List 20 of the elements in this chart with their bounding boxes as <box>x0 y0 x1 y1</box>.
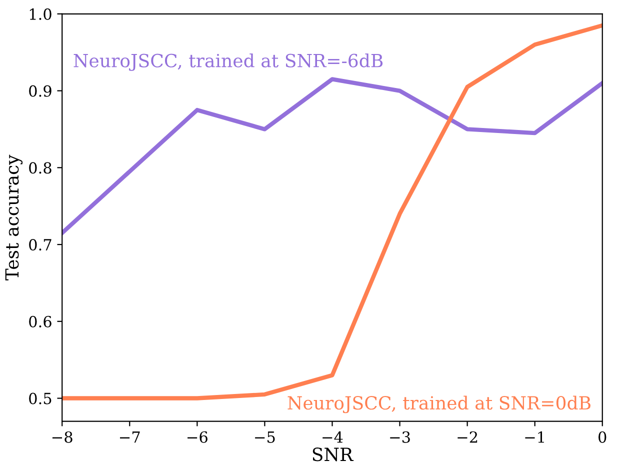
x-tick-label: −6 <box>188 431 208 443</box>
series-label: NeuroJSCC, trained at SNR=-6dB <box>74 53 383 71</box>
y-tick-label: 0.5 <box>29 392 52 404</box>
x-tick-label: −4 <box>322 431 343 443</box>
y-tick-label: 1.0 <box>30 8 52 20</box>
x-axis-title: SNR <box>312 448 354 462</box>
x-tick-label: −2 <box>458 431 478 443</box>
series-label: NeuroJSCC, trained at SNR=0dB <box>288 396 590 414</box>
y-tick-label: 0.8 <box>29 162 52 174</box>
x-tick-label: −8 <box>52 431 72 443</box>
x-tick-label: −7 <box>120 432 140 443</box>
x-tick-label: −3 <box>390 431 410 443</box>
y-tick-label: 0.7 <box>29 238 52 251</box>
x-tick-label: 0 <box>598 431 606 443</box>
y-tick-label: 0.9 <box>29 85 52 97</box>
y-tick-label: 0.6 <box>29 316 52 328</box>
line-series <box>62 77 602 236</box>
x-tick-label: −1 <box>525 431 544 443</box>
x-tick-label: −5 <box>255 432 275 443</box>
y-axis-title: Test accuracy <box>5 154 23 280</box>
